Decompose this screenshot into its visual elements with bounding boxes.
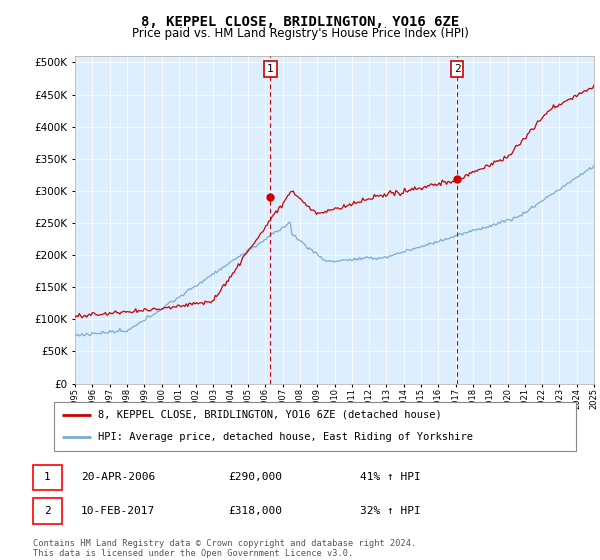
Text: 1: 1 bbox=[44, 473, 51, 482]
Text: 1: 1 bbox=[267, 64, 274, 74]
FancyBboxPatch shape bbox=[54, 402, 576, 451]
Text: 8, KEPPEL CLOSE, BRIDLINGTON, YO16 6ZE (detached house): 8, KEPPEL CLOSE, BRIDLINGTON, YO16 6ZE (… bbox=[98, 410, 442, 420]
Text: 2: 2 bbox=[44, 506, 51, 516]
Text: Contains HM Land Registry data © Crown copyright and database right 2024.
This d: Contains HM Land Registry data © Crown c… bbox=[33, 539, 416, 558]
Text: Price paid vs. HM Land Registry's House Price Index (HPI): Price paid vs. HM Land Registry's House … bbox=[131, 27, 469, 40]
Text: 10-FEB-2017: 10-FEB-2017 bbox=[81, 506, 155, 516]
Text: 32% ↑ HPI: 32% ↑ HPI bbox=[360, 506, 421, 516]
Text: 2: 2 bbox=[454, 64, 461, 74]
Text: HPI: Average price, detached house, East Riding of Yorkshire: HPI: Average price, detached house, East… bbox=[98, 432, 473, 442]
Text: £318,000: £318,000 bbox=[228, 506, 282, 516]
Text: 41% ↑ HPI: 41% ↑ HPI bbox=[360, 473, 421, 482]
Text: 20-APR-2006: 20-APR-2006 bbox=[81, 473, 155, 482]
Text: 8, KEPPEL CLOSE, BRIDLINGTON, YO16 6ZE: 8, KEPPEL CLOSE, BRIDLINGTON, YO16 6ZE bbox=[141, 15, 459, 29]
Text: £290,000: £290,000 bbox=[228, 473, 282, 482]
